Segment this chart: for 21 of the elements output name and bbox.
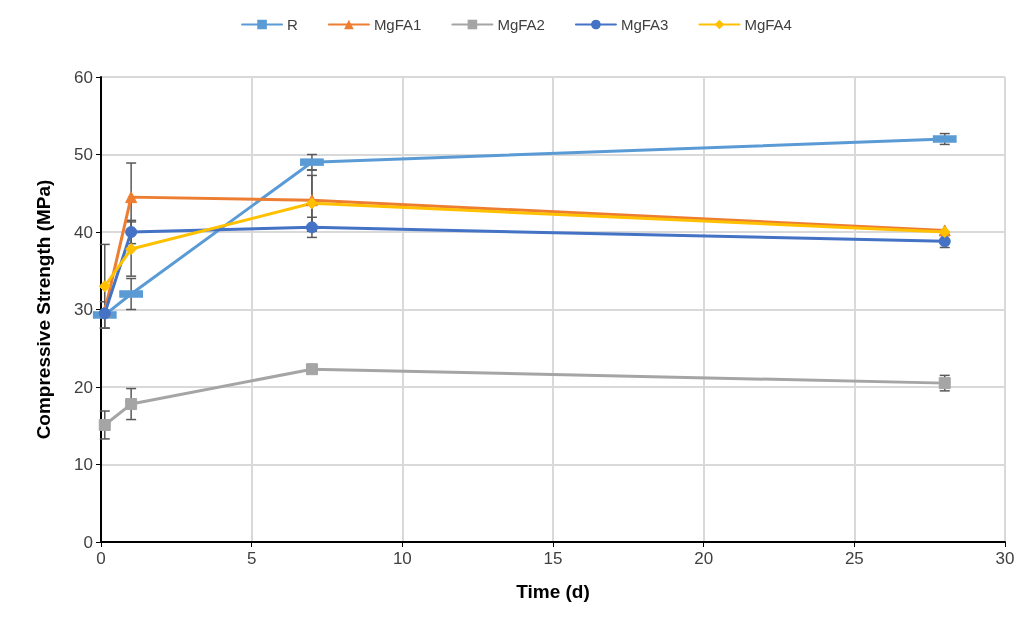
x-tick-label: 10 [392, 549, 412, 568]
x-tick-label: 20 [694, 549, 714, 568]
y-tick-label: 50 [74, 145, 93, 164]
x-tick-label: 30 [995, 549, 1015, 568]
legend-label: MgFA4 [744, 16, 792, 33]
y-tick-label: 0 [83, 532, 93, 552]
legend-label: MgFA2 [497, 16, 545, 33]
y-tick-label: 60 [74, 67, 93, 87]
y-axis-title: Compressive Strength (MPa) [33, 179, 54, 440]
legend-label: MgFA1 [373, 16, 422, 33]
x-tick-label: 25 [844, 549, 864, 568]
y-tick-label: 40 [74, 222, 93, 242]
y-tick-label: 30 [74, 300, 93, 319]
x-axis-title: Time (d) [516, 581, 590, 602]
legend-label: MgFA3 [620, 16, 669, 33]
x-tick-label: 0 [96, 549, 106, 568]
legend-label: R [287, 16, 299, 33]
y-tick-label: 20 [74, 377, 93, 397]
x-tick-label: 5 [246, 549, 257, 568]
x-tick-label: 15 [543, 549, 563, 568]
y-tick-label: 10 [74, 455, 93, 474]
